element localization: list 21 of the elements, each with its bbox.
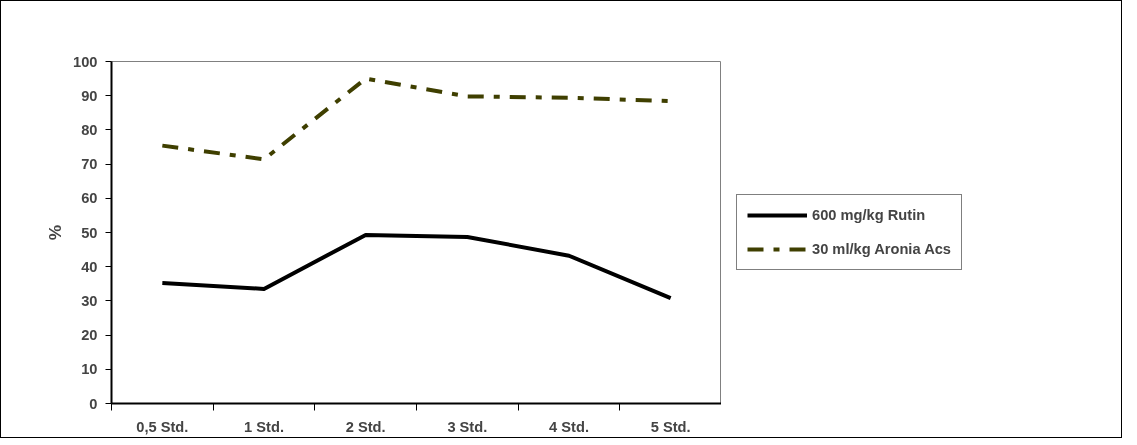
y-tick-label: 100 xyxy=(73,53,98,70)
y-tick-label: 70 xyxy=(81,156,98,173)
y-axis-title: % xyxy=(45,224,66,241)
y-tick-label: 0 xyxy=(89,395,98,412)
y-tick-label: 90 xyxy=(81,87,98,104)
y-tick-label: 20 xyxy=(81,327,98,344)
y-tick-label: 80 xyxy=(81,121,98,138)
x-tick-label: 4 Std. xyxy=(549,418,589,435)
y-tick-label: 60 xyxy=(81,190,98,207)
x-tick-label: 3 Std. xyxy=(447,418,488,435)
y-tick-label: 30 xyxy=(81,292,98,309)
x-tick-label: 5 Std. xyxy=(650,418,691,435)
legend-label: 30 ml/kg Aronia Acs xyxy=(812,241,952,257)
legend-label: 600 mg/kg Rutin xyxy=(812,207,926,223)
x-tick-label: 0,5 Std. xyxy=(136,418,189,435)
x-tick-label: 1 Std. xyxy=(244,418,284,435)
y-tick-label: 50 xyxy=(81,224,98,241)
y-tick-label: 10 xyxy=(81,361,98,378)
x-tick-label: 2 Std. xyxy=(345,418,386,435)
line-series xyxy=(160,232,673,301)
y-tick-label: 40 xyxy=(81,258,98,275)
